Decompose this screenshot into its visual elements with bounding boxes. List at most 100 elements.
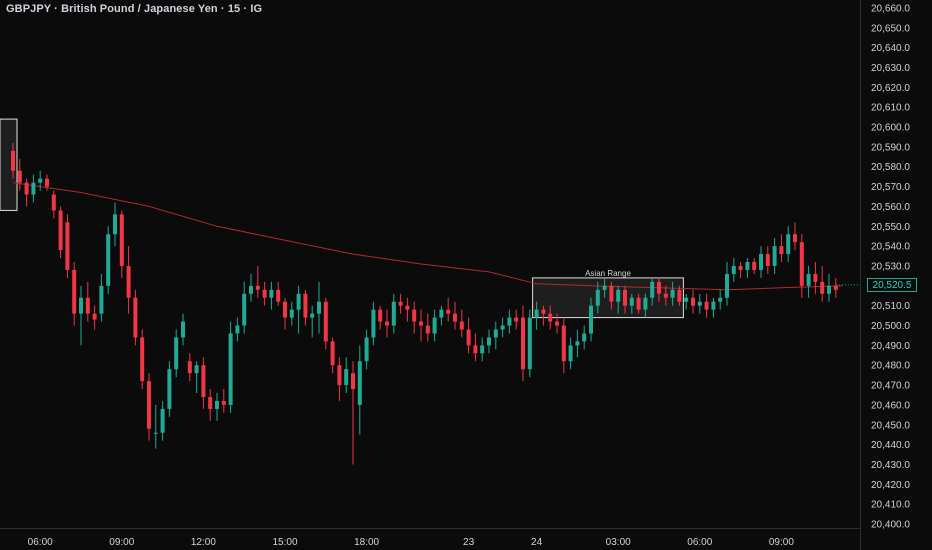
candle-body [79, 297, 83, 314]
candle-body [181, 321, 185, 338]
range-box-label: Asian Range [585, 269, 631, 278]
y-tick-label: 20,660.0 [871, 3, 910, 14]
candle-body [289, 309, 294, 318]
candle-body [283, 301, 287, 318]
candle-body [541, 309, 546, 314]
candle-body [255, 285, 260, 290]
candle-body [697, 301, 702, 306]
y-tick-label: 20,620.0 [871, 83, 910, 94]
candle-body [677, 289, 682, 302]
candle-body [827, 285, 831, 294]
chart-title: GBPJPY · British Pound / Japanese Yen · … [6, 3, 263, 15]
candle-body [17, 170, 22, 183]
y-tick-label: 20,610.0 [871, 103, 910, 114]
candle-body [684, 297, 689, 302]
candle-body [92, 313, 97, 320]
y-tick-label: 20,630.0 [871, 63, 910, 74]
candle-body [160, 408, 165, 433]
candle-body [398, 301, 403, 306]
candle-body [194, 365, 199, 374]
candle-body [51, 194, 56, 211]
candle-body [650, 281, 655, 298]
candle-body [38, 178, 43, 183]
axes-layer: 20,400.0 20,410.0 20,420.0 20,430.0 20,440.0… [0, 0, 910, 550]
candle-body [786, 234, 791, 255]
candle-body [242, 293, 247, 326]
candle-body [527, 317, 532, 370]
candle-body [378, 309, 383, 322]
y-tick-label: 20,470.0 [871, 381, 910, 392]
candle-body [201, 365, 206, 397]
candle-body [493, 329, 498, 338]
candle-body [731, 265, 736, 274]
candle-body [548, 313, 553, 322]
y-tick-label: 20,460.0 [871, 400, 910, 411]
y-tick-label: 20,510.0 [871, 301, 910, 312]
y-tick-label: 20,440.0 [871, 440, 910, 451]
candle-body [623, 289, 627, 306]
candle-body [215, 400, 219, 409]
candle-body [113, 214, 117, 235]
moving-average-layer [12, 182, 860, 291]
candle-body [303, 293, 308, 318]
candle-body [412, 309, 417, 322]
y-tick-label: 20,530.0 [871, 261, 910, 272]
candle-body [793, 234, 797, 243]
candle-body [31, 182, 36, 195]
y-tick-label: 20,590.0 [871, 142, 910, 153]
candle-body [323, 301, 328, 342]
candle-body [351, 373, 355, 390]
candle-body [405, 305, 410, 310]
candle-body [765, 254, 770, 266]
moving-average-line [12, 182, 843, 291]
candle-body [45, 178, 49, 187]
candle-body [643, 297, 648, 310]
candle-body [153, 432, 158, 434]
candle-body [269, 289, 274, 298]
y-tick-label: 20,640.0 [871, 43, 910, 54]
candle-body [582, 333, 587, 342]
candle-body [24, 182, 29, 195]
y-tick-label: 20,500.0 [871, 321, 910, 332]
candle-body [85, 297, 90, 314]
candle-body [466, 329, 471, 346]
candle-body [752, 262, 757, 270]
candle-body [330, 341, 335, 366]
y-tick-label: 20,430.0 [871, 460, 910, 471]
candle-body [126, 265, 131, 298]
y-tick-label: 20,490.0 [871, 341, 910, 352]
candle-body [738, 265, 743, 270]
candle-body [704, 301, 709, 310]
candle-body [718, 297, 723, 302]
candle-body [663, 293, 668, 298]
candle-body [249, 285, 253, 294]
candle-body [602, 285, 607, 290]
candle-body [459, 321, 464, 330]
y-tick-label: 20,480.0 [871, 361, 910, 372]
candle-body [106, 234, 111, 286]
candle-body [568, 345, 573, 362]
y-tick-label: 20,550.0 [871, 222, 910, 233]
candle-body [72, 269, 77, 314]
candle-body [310, 313, 315, 318]
candle-body [806, 273, 811, 286]
candle-body [208, 396, 213, 409]
candle-body [629, 297, 634, 306]
candle-body [514, 317, 519, 322]
y-tick-label: 20,450.0 [871, 420, 910, 431]
candle-body [589, 305, 593, 334]
candle-body [357, 361, 362, 405]
last-price-badge: 20,520.5 [867, 277, 917, 292]
candle-body [174, 337, 179, 370]
candle-body [480, 345, 485, 354]
candle-body [140, 337, 145, 382]
candle-body [228, 333, 233, 405]
candle-body [65, 222, 70, 270]
candle-body [296, 293, 301, 310]
candle-body [147, 381, 151, 429]
candle-body [58, 210, 63, 251]
candle-body [609, 285, 614, 302]
y-tick-label: 20,420.0 [871, 480, 910, 491]
